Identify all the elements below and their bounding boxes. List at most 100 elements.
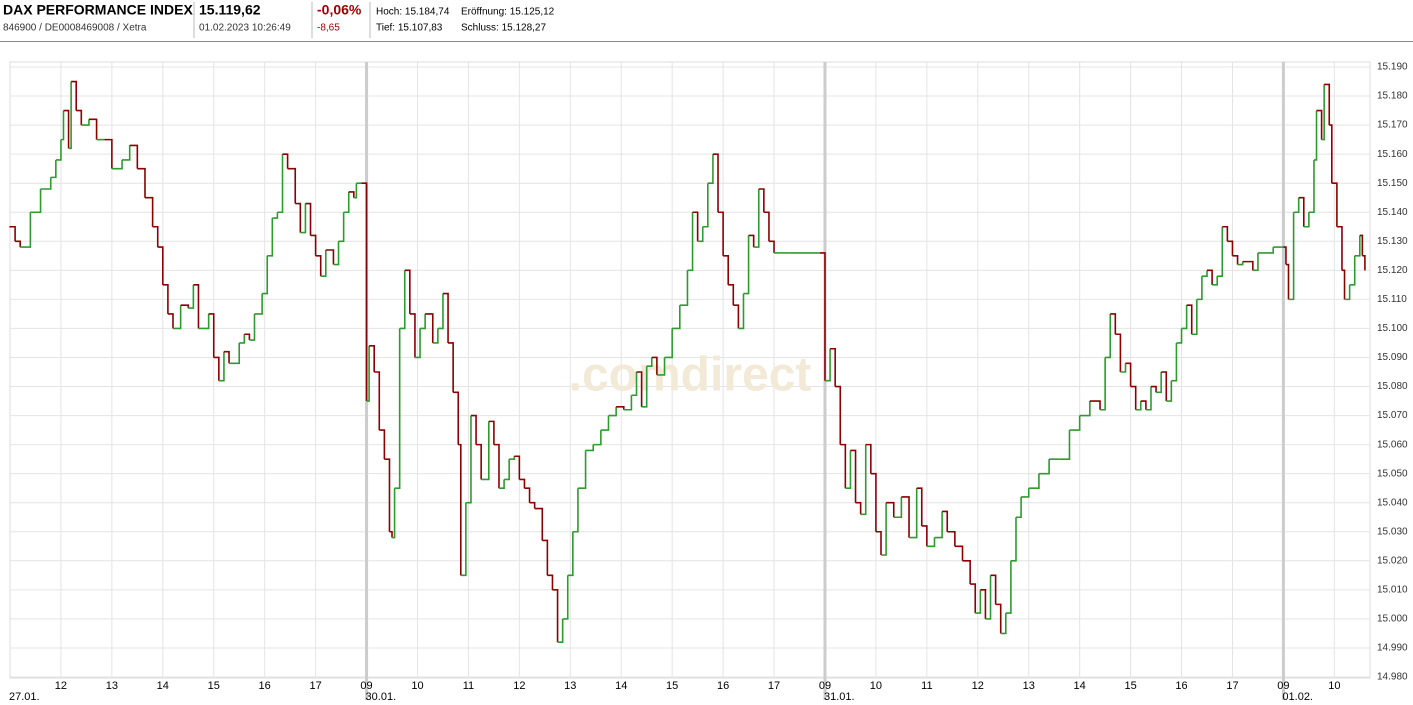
low: Tief: 15.107,83 xyxy=(376,23,443,34)
price-segment xyxy=(830,347,836,387)
price-segment xyxy=(394,328,401,489)
price-segment xyxy=(687,212,694,272)
price-segment xyxy=(623,395,633,411)
price-segment xyxy=(916,487,923,526)
price-segment xyxy=(425,313,434,343)
y-tick-label: 15.180 xyxy=(1377,91,1408,102)
price-segment xyxy=(152,225,159,248)
price-segment xyxy=(55,139,62,161)
price-segment xyxy=(254,293,263,315)
price-segment xyxy=(1100,357,1106,411)
price-segment xyxy=(1110,313,1117,335)
price-segment xyxy=(970,583,977,614)
price-segment xyxy=(1191,299,1198,336)
price-segment xyxy=(369,345,375,372)
price-segment xyxy=(534,507,544,541)
price-segment xyxy=(458,443,462,576)
price-segment xyxy=(954,545,964,561)
y-tick-label: 15.130 xyxy=(1377,236,1408,247)
close: Schluss: 15.128,27 xyxy=(461,23,546,34)
price-segment xyxy=(656,357,666,376)
price-segment xyxy=(437,293,444,330)
price-segment xyxy=(1344,284,1351,301)
price-segment xyxy=(50,159,57,179)
price-segment xyxy=(63,109,70,149)
price-segment xyxy=(379,429,386,460)
price-segment xyxy=(753,189,760,248)
price-segment xyxy=(325,249,335,265)
price-segment xyxy=(926,537,936,548)
x-tick-label: 13 xyxy=(106,680,118,692)
price-segment xyxy=(282,153,289,169)
price-segment xyxy=(1176,328,1183,344)
y-tick-label: 15.120 xyxy=(1377,265,1408,276)
price-segment xyxy=(1362,255,1366,271)
price-segment xyxy=(743,235,750,295)
x-tick-label: 09 xyxy=(1277,680,1289,692)
price-segment xyxy=(476,443,482,480)
price-segment xyxy=(557,618,564,643)
price-segment xyxy=(366,345,370,402)
price-segment xyxy=(1212,276,1218,286)
price-segment xyxy=(453,391,460,445)
price-segment xyxy=(111,159,123,170)
price-segment xyxy=(875,530,882,555)
y-tick-label: 14.990 xyxy=(1377,643,1408,654)
price-segment xyxy=(71,80,78,111)
price-segment xyxy=(1336,225,1343,271)
price-segment xyxy=(1293,197,1300,214)
price-segment xyxy=(840,443,847,489)
price-segment xyxy=(465,415,472,504)
price-segment xyxy=(1140,400,1147,410)
price-segment xyxy=(262,255,269,295)
price-segment xyxy=(1324,83,1331,126)
x-tick-label: 16 xyxy=(717,680,729,692)
price-segment xyxy=(1313,110,1318,161)
price-segment xyxy=(962,560,971,585)
price-segment xyxy=(448,342,454,393)
price-segment xyxy=(542,539,549,576)
price-segment xyxy=(60,110,65,141)
price-segment xyxy=(1166,380,1173,402)
price-segment xyxy=(552,589,559,643)
price-segment xyxy=(239,334,246,344)
x-tick-label: 15 xyxy=(1124,680,1136,692)
price-segment xyxy=(1028,473,1040,489)
price-segment xyxy=(1005,560,1012,614)
x-tick-label: 14 xyxy=(615,680,627,692)
price-segment xyxy=(947,530,956,547)
x-tick-label: 10 xyxy=(1328,680,1340,692)
price-segment xyxy=(824,348,831,382)
watermark: .comdirect xyxy=(569,349,812,402)
price-segment xyxy=(1303,212,1310,228)
y-tick-label: 15.030 xyxy=(1377,526,1408,537)
x-tick-label: 14 xyxy=(1074,680,1086,692)
price-segment xyxy=(287,167,297,204)
price-segment xyxy=(529,501,536,509)
price-segment xyxy=(763,211,770,242)
x-tick-label: 10 xyxy=(870,680,882,692)
price-segment xyxy=(1329,124,1333,184)
x-tick-label: 11 xyxy=(921,680,932,692)
price-segment xyxy=(229,342,241,365)
price-segment xyxy=(361,182,368,402)
price-segment xyxy=(295,202,302,233)
price-segment xyxy=(985,575,992,620)
price-segment xyxy=(860,444,867,516)
x-tick-label: 13 xyxy=(1023,680,1035,692)
price-segment xyxy=(1021,488,1030,498)
price-segment xyxy=(934,511,943,539)
price-segment xyxy=(886,501,895,518)
y-tick-label: 15.020 xyxy=(1377,555,1408,566)
day-label: 31.01. xyxy=(824,691,855,703)
price-segment xyxy=(30,189,42,214)
change-abs: -8,65 xyxy=(317,23,340,34)
price-segment xyxy=(651,356,658,375)
price-segment xyxy=(144,196,154,227)
price-segment xyxy=(1257,247,1275,254)
price-segment xyxy=(420,313,426,330)
price-segment xyxy=(442,292,449,343)
x-tick-label: 12 xyxy=(513,680,525,692)
x-tick-label: 09 xyxy=(819,680,831,692)
